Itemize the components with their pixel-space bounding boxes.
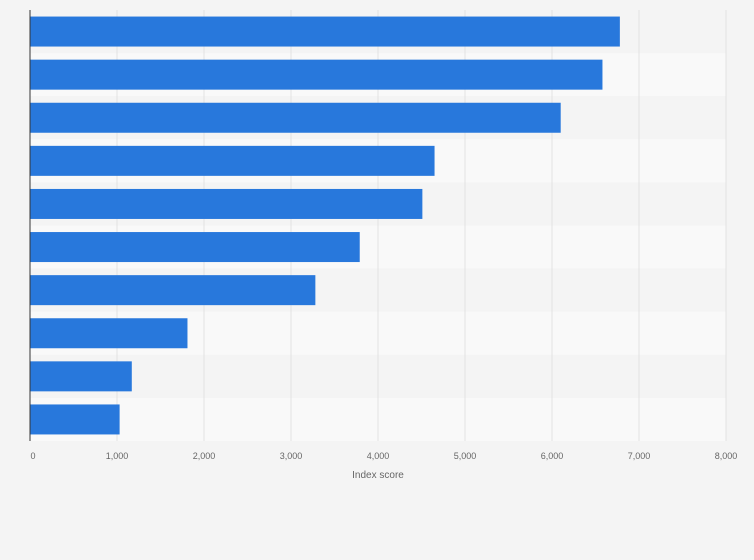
bar: [30, 232, 360, 263]
x-tick-label: 5,000: [454, 451, 477, 461]
x-tick-label: 6,000: [541, 451, 564, 461]
bar: [30, 188, 423, 219]
x-tick-label: 3,000: [280, 451, 303, 461]
x-tick-label: 7,000: [628, 451, 651, 461]
x-tick-label: 8,000: [715, 451, 738, 461]
bar: [30, 318, 188, 349]
bar: [30, 145, 435, 176]
bar: [30, 59, 603, 90]
x-tick-label: 2,000: [193, 451, 216, 461]
bars: [30, 16, 620, 435]
bar: [30, 361, 132, 392]
x-tick-label: 4,000: [367, 451, 390, 461]
bar: [30, 275, 316, 306]
bar: [30, 102, 561, 133]
x-axis-title: Index score: [352, 470, 404, 481]
x-axis-ticks: 0 1,000 2,000 3,000 4,000 5,000 6,000 7,000 8,00…: [30, 451, 737, 461]
bar: [30, 16, 620, 47]
x-tick-label: 1,000: [106, 451, 129, 461]
bar: [30, 404, 120, 435]
x-tick-label: 0: [30, 451, 35, 461]
